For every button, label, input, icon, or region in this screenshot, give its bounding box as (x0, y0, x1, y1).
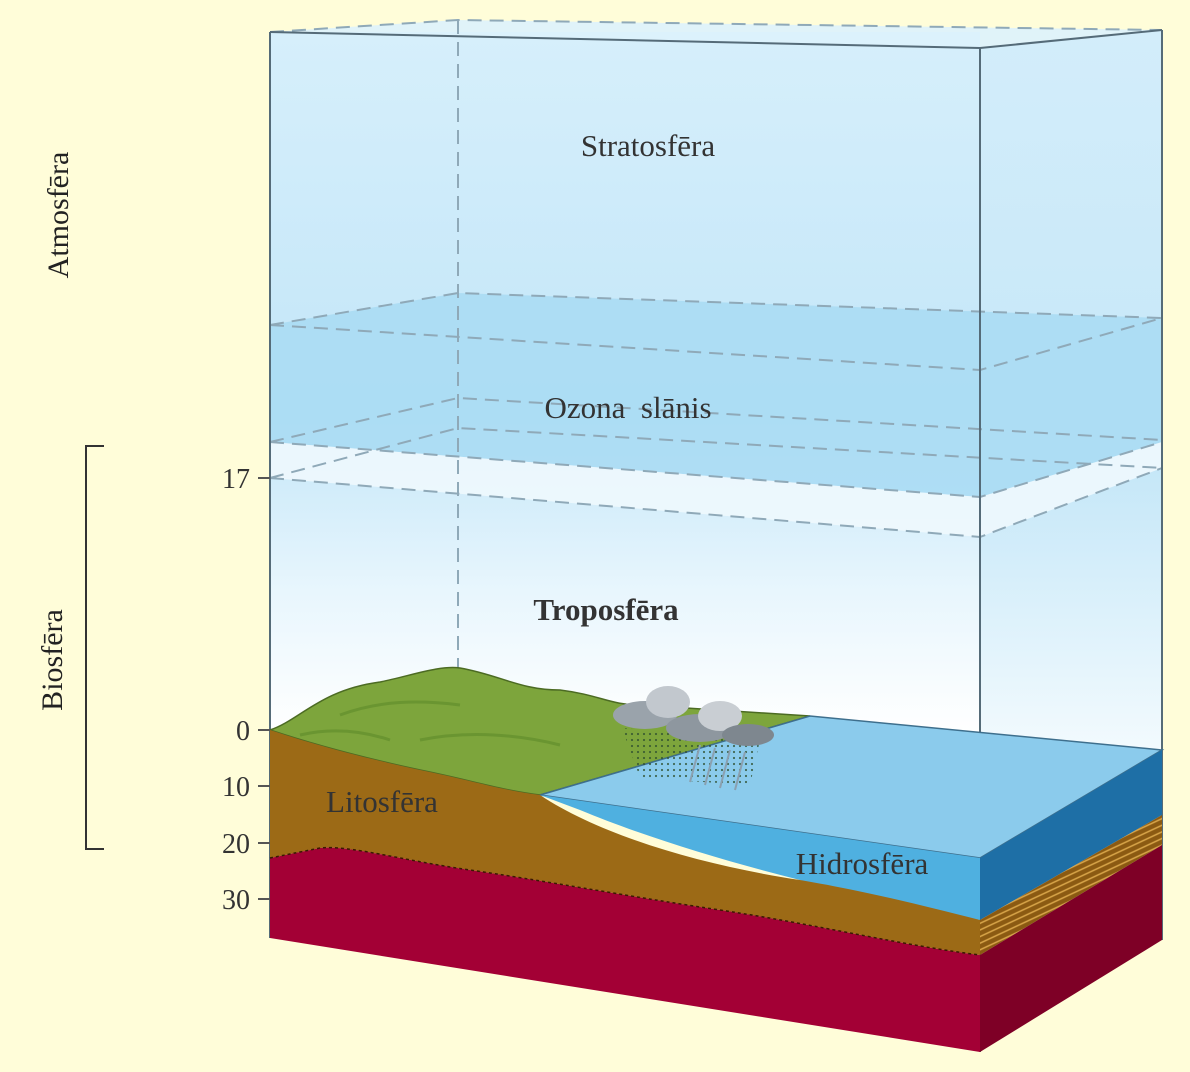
ozone-layer-band (270, 293, 1162, 537)
tick-label-30: 30 (222, 885, 250, 916)
tick-label-10: 10 (222, 772, 250, 803)
rain-cloud-icon (613, 686, 774, 791)
land-surface (267, 666, 811, 796)
tick-label-17: 17 (222, 464, 250, 495)
depth-scale (258, 477, 270, 900)
lithosphere-label: Litosfēra (326, 784, 438, 819)
mantle-layer (269, 845, 1162, 1052)
ozone-layer-label: Ozona slānis (544, 390, 711, 425)
lithosphere-layer (270, 730, 1162, 955)
troposphere-label: Troposfēra (533, 592, 679, 627)
tick-label-0: 0 (236, 716, 250, 747)
biosphere-bracket (85, 445, 104, 850)
tick-label-20: 20 (222, 829, 250, 860)
stratosphere-label: Stratosfēra (581, 128, 716, 163)
atmosphere-side-label: Atmosfēra (42, 152, 75, 279)
biosphere-side-label: Biosfēra (36, 609, 69, 711)
hydrosphere-label: Hidrosfēra (796, 846, 929, 881)
